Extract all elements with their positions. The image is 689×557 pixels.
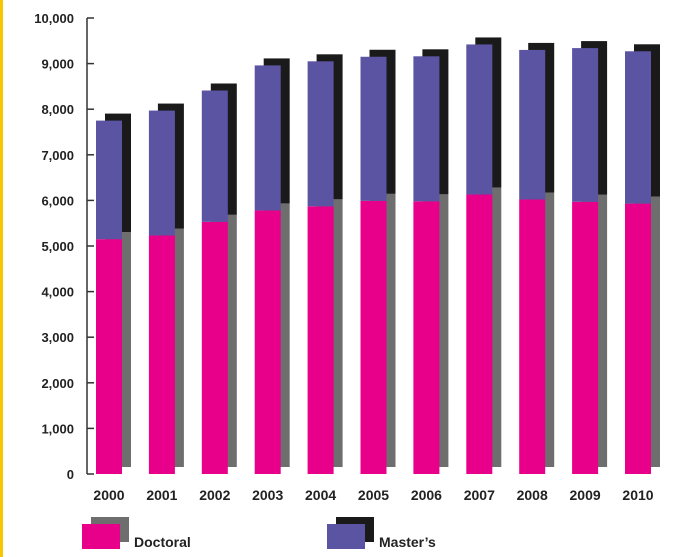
y-tick-label-2000: 2,000 bbox=[41, 376, 74, 391]
bar-masters-2006 bbox=[413, 56, 440, 202]
y-tick-label-4000: 4,000 bbox=[41, 285, 74, 300]
y-tick-label-0: 0 bbox=[67, 467, 74, 482]
bar-doctoral-2007 bbox=[466, 194, 493, 475]
x-tick-label-2005: 2005 bbox=[358, 487, 389, 503]
y-tick-label-7000: 7,000 bbox=[41, 148, 74, 163]
bar-masters-2002 bbox=[201, 90, 228, 222]
y-tick-label-5000: 5,000 bbox=[41, 239, 74, 254]
bar-doctoral-2008 bbox=[519, 199, 546, 474]
bar-masters-2000 bbox=[96, 120, 122, 240]
y-tick-label-9000: 9,000 bbox=[41, 57, 74, 72]
x-tick-label-2004: 2004 bbox=[305, 487, 336, 503]
bar-doctoral-2009 bbox=[572, 201, 599, 474]
legend-label-masters: Master’s bbox=[379, 534, 436, 550]
bar-doctoral-2010 bbox=[625, 203, 651, 475]
legend-swatch-doctoral bbox=[82, 524, 120, 549]
x-tick-label-2000: 2000 bbox=[93, 487, 124, 503]
bar-doctoral-2002 bbox=[201, 221, 228, 474]
left-accent-bar bbox=[0, 0, 3, 557]
bar-doctoral-2000 bbox=[96, 239, 122, 474]
legend: Doctoral Master’s bbox=[82, 517, 436, 550]
x-tick-label-2008: 2008 bbox=[517, 487, 548, 503]
bar-masters-2009 bbox=[572, 48, 599, 202]
y-tick-label-6000: 6,000 bbox=[41, 193, 74, 208]
axes-layer: 2000 2001 2002 2003 2004 2005 2006 2007 2008 2009… bbox=[34, 11, 654, 503]
legend-label-doctoral: Doctoral bbox=[134, 534, 191, 550]
bar-masters-2005 bbox=[360, 56, 387, 201]
y-tick-label-8000: 8,000 bbox=[41, 102, 74, 117]
bar-doctoral-2006 bbox=[413, 201, 440, 474]
x-tick-label-2006: 2006 bbox=[411, 487, 442, 503]
y-tick-label-10000: 10,000 bbox=[34, 11, 74, 26]
bar-masters-2008 bbox=[519, 49, 546, 200]
y-tick-label-1000: 1,000 bbox=[41, 421, 74, 436]
bar-masters-2007 bbox=[466, 44, 493, 195]
x-tick-label-2002: 2002 bbox=[199, 487, 230, 503]
legend-swatch-masters bbox=[327, 524, 365, 549]
bar-masters-2003 bbox=[254, 65, 281, 211]
bar-doctoral-2005 bbox=[360, 200, 387, 474]
x-tick-label-2001: 2001 bbox=[146, 487, 177, 503]
bars-layer bbox=[96, 37, 660, 475]
x-tick-label-2009: 2009 bbox=[570, 487, 601, 503]
bar-masters-2001 bbox=[148, 110, 175, 236]
bar-doctoral-2001 bbox=[148, 235, 175, 474]
bar-masters-2004 bbox=[307, 61, 334, 207]
bar-doctoral-2004 bbox=[307, 206, 334, 474]
x-tick-label-2003: 2003 bbox=[252, 487, 283, 503]
x-tick-label-2007: 2007 bbox=[464, 487, 495, 503]
bar-masters-2010 bbox=[625, 51, 651, 204]
x-tick-label-2010: 2010 bbox=[622, 487, 653, 503]
bar-doctoral-2003 bbox=[254, 210, 281, 474]
y-tick-label-3000: 3,000 bbox=[41, 330, 74, 345]
